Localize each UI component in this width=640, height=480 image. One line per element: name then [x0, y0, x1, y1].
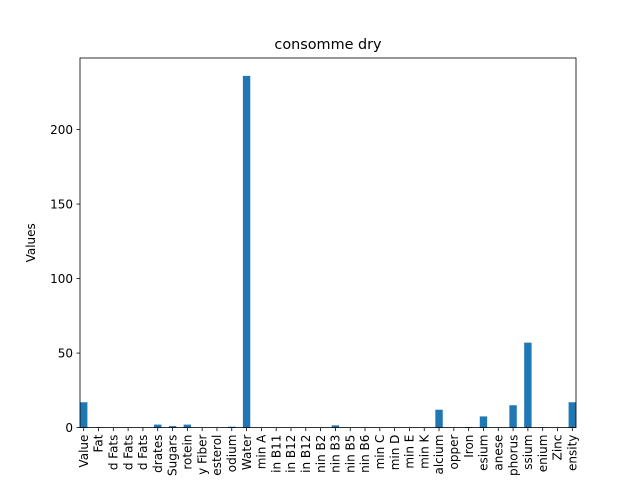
x-tick-label-4: d Fats — [136, 435, 150, 471]
chart-title: consomme dry — [274, 37, 382, 53]
x-tick-label-7: rotein — [181, 435, 195, 470]
y-tick-label-0: 0 — [65, 421, 73, 435]
y-tick-label-1: 50 — [58, 346, 73, 360]
bar-30 — [524, 342, 532, 428]
bar-0 — [80, 402, 88, 428]
y-axis-ticks: 0 50 100 150 200 — [50, 123, 80, 435]
x-tick-label-1: Fat — [92, 434, 106, 452]
x-tick-label-0: Value — [77, 435, 91, 468]
bar-24 — [435, 409, 443, 428]
bar-27 — [479, 416, 488, 428]
x-tick-label-18: nin B5 — [343, 435, 357, 473]
x-tick-label-17: nin B3 — [329, 435, 343, 473]
x-tick-label-5: drates — [151, 435, 165, 473]
x-tick-label-29: phorus — [506, 435, 520, 476]
x-tick-label-25: opper — [447, 435, 461, 470]
x-tick-label-13: in B11 — [269, 435, 283, 473]
x-tick-label-27: esium — [477, 435, 491, 471]
bar-7 — [183, 424, 192, 428]
x-tick-label-30: ssium — [521, 435, 535, 470]
y-tick-label-4: 200 — [50, 123, 73, 137]
x-tick-label-33: ensity — [565, 435, 579, 471]
y-tick-label-3: 150 — [50, 197, 73, 211]
x-tick-label-20: min C — [373, 435, 387, 470]
bar-10 — [228, 426, 236, 428]
x-tick-label-8: y Fiber — [195, 435, 209, 475]
x-tick-label-28: anese — [491, 435, 505, 471]
x-tick-label-15: in B12 — [299, 435, 313, 473]
x-tick-label-10: odium — [225, 435, 239, 473]
x-tick-label-24: alcium — [432, 435, 446, 475]
bar-5 — [154, 424, 162, 428]
x-tick-label-3: d Fats — [121, 435, 135, 471]
x-tick-label-23: min K — [417, 433, 431, 468]
plot-frame — [79, 57, 577, 429]
bar-6 — [168, 426, 177, 428]
x-tick-label-19: nin B6 — [358, 435, 372, 473]
x-tick-label-12: min A — [255, 434, 269, 469]
x-tick-label-21: min D — [388, 435, 402, 471]
bar-29 — [509, 405, 517, 428]
y-axis-label: Values — [24, 223, 38, 262]
x-tick-label-2: d Fats — [107, 435, 121, 471]
y-tick-label-2: 100 — [50, 272, 73, 286]
bar-11 — [242, 75, 251, 428]
x-tick-label-22: min E — [403, 435, 417, 469]
x-tick-label-14: in B12 — [284, 435, 298, 473]
x-tick-label-11: Water — [240, 435, 254, 471]
x-tick-label-32: Zinc — [551, 435, 565, 461]
bar-33 — [568, 402, 576, 428]
x-tick-label-16: nin B2 — [314, 435, 328, 473]
x-tick-label-26: Iron — [462, 435, 476, 458]
x-axis-ticks: Value Fat d Fats d Fats d Fats drates Sugars ro… — [77, 427, 579, 476]
x-tick-label-31: enium — [536, 435, 550, 473]
x-tick-label-9: esterol — [210, 435, 224, 476]
x-tick-label-6: Sugars — [166, 435, 180, 476]
bar-17 — [331, 425, 340, 428]
